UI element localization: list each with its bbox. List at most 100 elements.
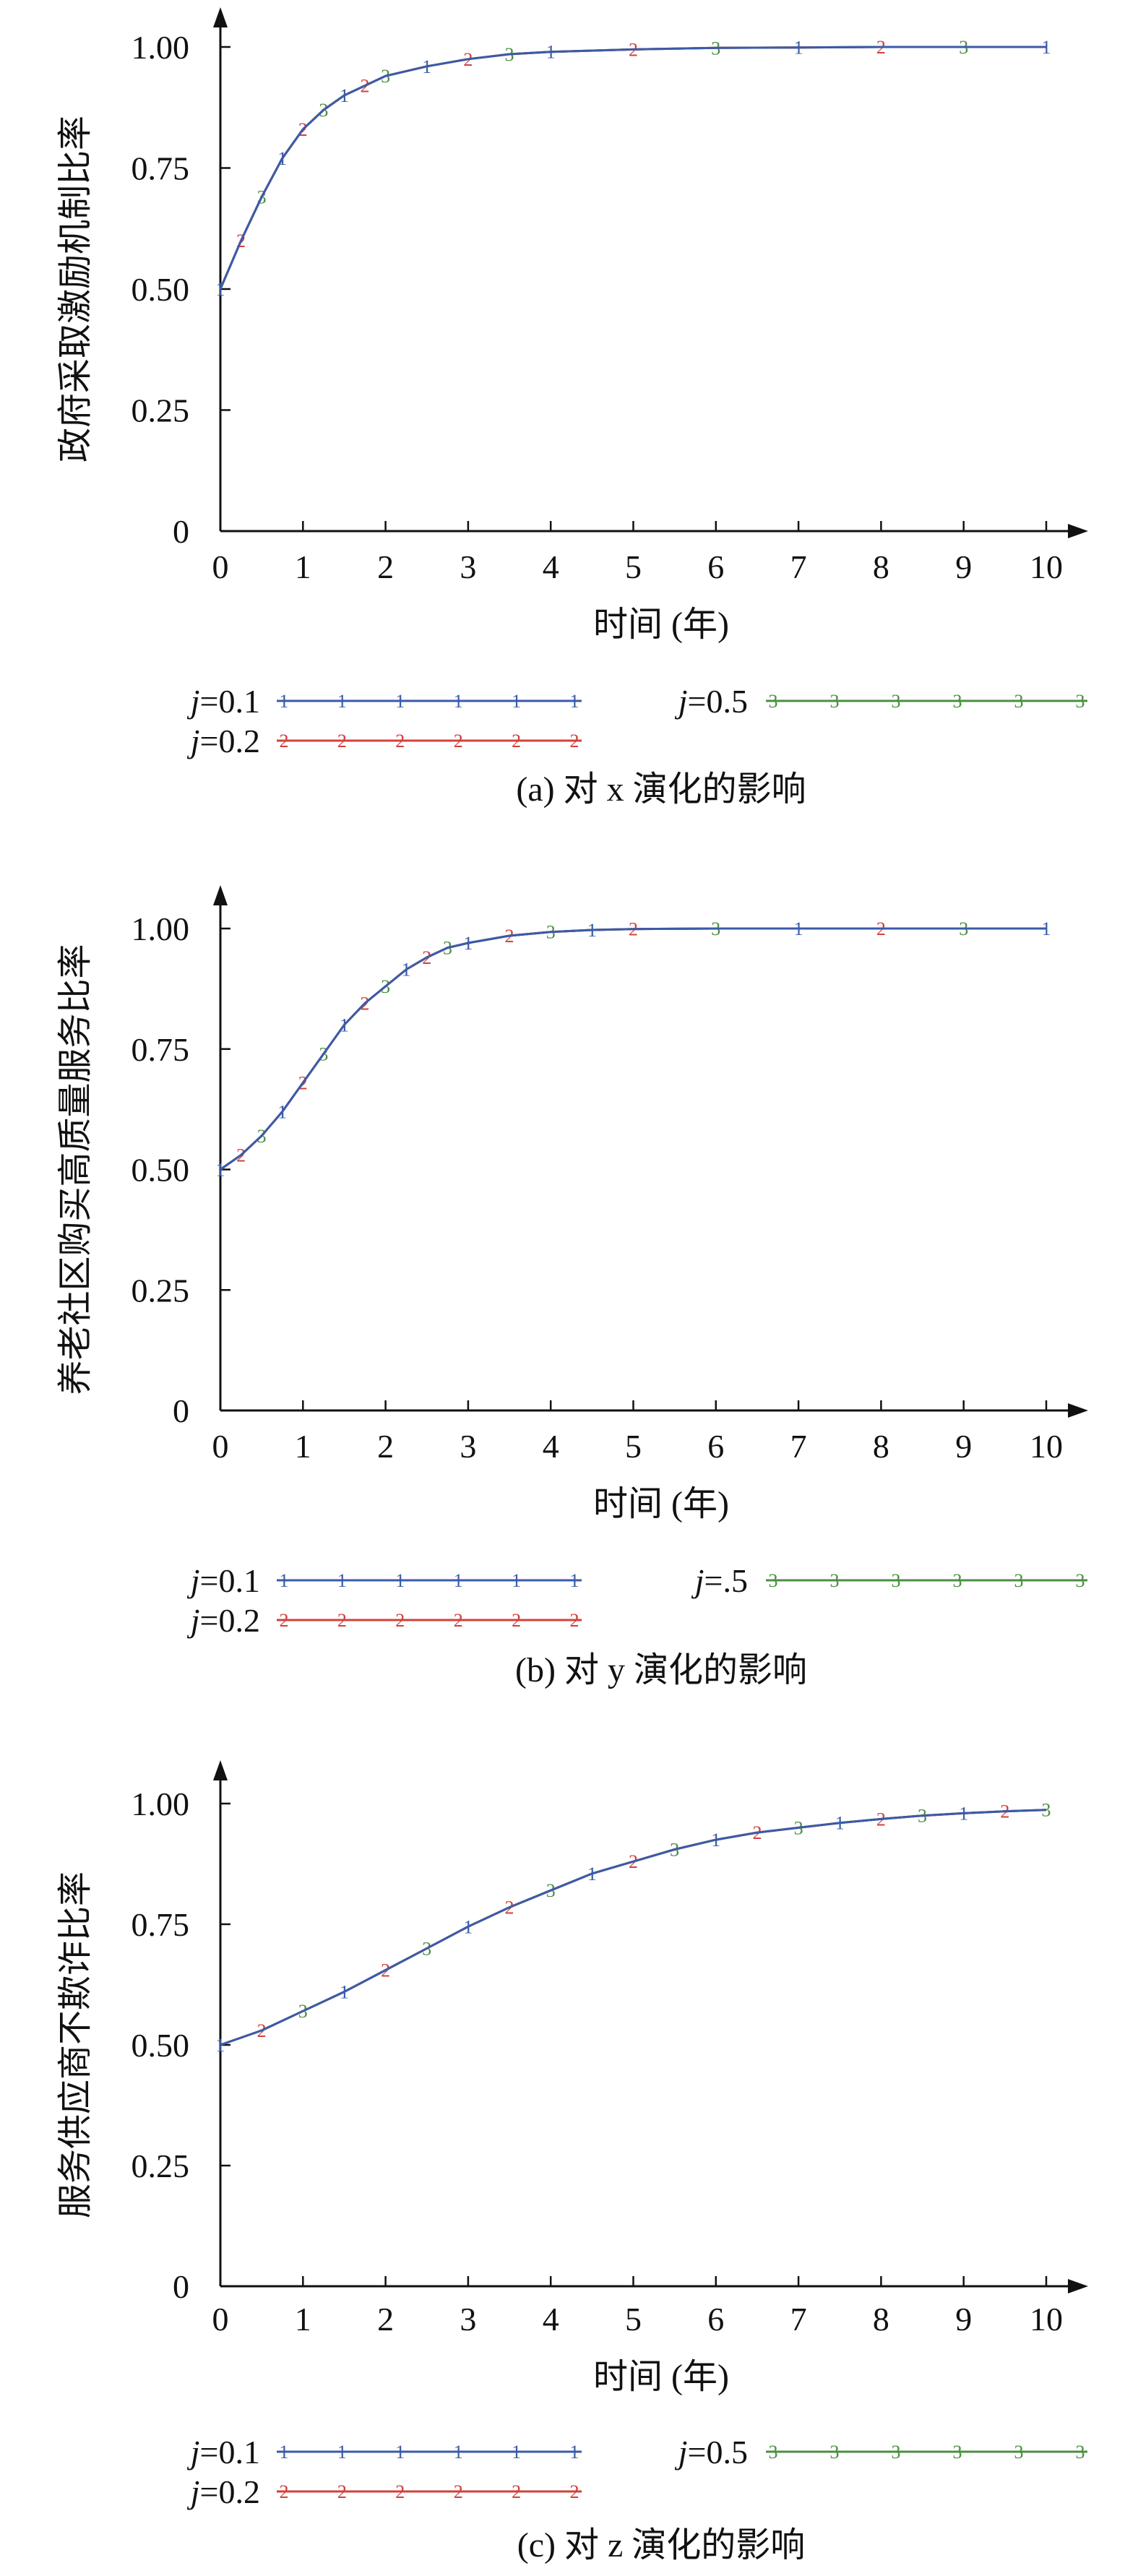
- x-tick-label: 6: [707, 1428, 724, 1465]
- panel-caption: (a) 对 x 演化的影响: [516, 770, 806, 809]
- legend-marker: 2: [512, 1610, 521, 1631]
- series-line-3: [219, 46, 1046, 290]
- legend-marker: 1: [570, 1570, 579, 1591]
- series-1-point: 1: [463, 1916, 473, 1937]
- legend-marker: 1: [512, 1570, 521, 1591]
- x-tick-label: 5: [625, 548, 642, 585]
- legend-marker: 1: [337, 1570, 347, 1591]
- legend-marker: 3: [830, 2442, 840, 2463]
- y-tick-label: 1.00: [132, 910, 190, 947]
- series-line-1: [219, 46, 1046, 290]
- x-axis-title: 时间 (年): [593, 606, 729, 644]
- y-tick-label: 0.25: [132, 392, 190, 429]
- x-tick-label: 1: [295, 548, 311, 585]
- legend-marker: 1: [280, 691, 289, 712]
- y-axis-arrow: [213, 7, 228, 27]
- legend-label-1: j=0.1: [187, 683, 260, 720]
- y-tick-label: 0.50: [132, 2027, 190, 2064]
- legend-marker: 1: [280, 1570, 289, 1591]
- y-tick-label: 0: [173, 513, 189, 550]
- x-tick-label: 0: [212, 2301, 229, 2338]
- legend-marker: 3: [1014, 1570, 1024, 1591]
- legend-marker: 3: [769, 691, 778, 712]
- x-tick-label: 8: [873, 1428, 889, 1465]
- y-tick-label: 0.50: [132, 271, 190, 308]
- legend-marker: 2: [454, 731, 463, 751]
- legend: j=0.1 1 1 1 1 1 1 j=.5 3 3 3 3 3 3 j=0.2 2 2 2 2 2 2: [187, 1562, 1087, 1639]
- series-1-point: 1: [1042, 37, 1051, 58]
- x-tick-label: 8: [873, 2301, 889, 2338]
- legend-label-3: j=.5: [691, 1562, 748, 1599]
- x-tick-label: 2: [377, 2301, 394, 2338]
- series-1-point: 1: [340, 1015, 349, 1035]
- x-tick-label: 7: [790, 1428, 807, 1465]
- legend-marker: 3: [892, 691, 901, 712]
- series-1-point: 1: [216, 279, 225, 300]
- legend-marker: 3: [1014, 2442, 1024, 2463]
- legend-marker: 3: [1014, 691, 1024, 712]
- y-tick-label: 0.25: [132, 2148, 190, 2184]
- x-tick-label: 4: [543, 548, 559, 585]
- x-tick-label: 1: [295, 2301, 311, 2338]
- x-axis-title: 时间 (年): [593, 1485, 729, 1523]
- y-axis-title: 养老社区购买高质量服务比率: [56, 944, 95, 1395]
- x-tick-label: 4: [543, 2301, 559, 2338]
- x-tick-label: 4: [543, 1428, 559, 1465]
- x-tick-label: 10: [1030, 2301, 1063, 2338]
- series-line-3: [220, 1809, 1047, 2046]
- legend-marker: 1: [395, 691, 405, 712]
- legend-marker: 1: [395, 2442, 405, 2463]
- x-axis-arrow: [1068, 1403, 1088, 1418]
- x-tick-label: 1: [295, 1428, 311, 1465]
- legend-marker: 3: [769, 1570, 778, 1591]
- legend-label-2: j=0.2: [187, 723, 260, 759]
- x-tick-label: 6: [707, 2301, 724, 2338]
- series-1-point: 1: [711, 1830, 720, 1851]
- y-tick-label: 1.00: [132, 29, 190, 66]
- legend-label-2: j=0.2: [187, 1602, 260, 1639]
- x-tick-label: 5: [625, 2301, 642, 2338]
- y-tick-label: 0.75: [132, 1906, 190, 1943]
- legend: j=0.1 1 1 1 1 1 1 j=0.5 3 3 3 3 3 3 j=0.2 2 2 2 2 2 2: [187, 683, 1087, 759]
- series-line-3: [220, 927, 1046, 1171]
- legend: j=0.1 1 1 1 1 1 1 j=0.5 3 3 3 3 3 3 j=0.2 2 2 2 2 2 2: [187, 2434, 1087, 2510]
- legend-marker: 3: [1076, 691, 1085, 712]
- legend-marker: 2: [512, 731, 521, 751]
- x-tick-label: 10: [1030, 548, 1063, 585]
- chart-panel-3: 0 1 2 3 4 5 6 7 8 9 10 0 0.25 0.50 0.75 1.00 时间 (年) 服务供应商…: [56, 1760, 1088, 2564]
- legend-label-1: j=0.1: [187, 1562, 260, 1599]
- series-line-1: [220, 1809, 1047, 2046]
- legend-marker: 2: [337, 1610, 347, 1631]
- y-axis-arrow: [213, 1760, 228, 1780]
- legend-marker: 3: [830, 691, 840, 712]
- x-tick-label: 5: [625, 1428, 642, 1465]
- legend-marker: 3: [953, 1570, 962, 1591]
- series-1-point: 1: [587, 1864, 597, 1884]
- x-tick-label: 10: [1030, 1428, 1063, 1465]
- legend-label-3: j=0.5: [675, 683, 748, 720]
- legend-marker: 2: [570, 2481, 579, 2502]
- series-1-point: 1: [546, 42, 556, 63]
- series-1-point: 1: [794, 918, 803, 939]
- legend-marker: 2: [337, 731, 347, 751]
- legend-marker: 3: [1076, 1570, 1085, 1591]
- y-tick-label: 0.75: [132, 150, 190, 187]
- x-tick-label: 7: [790, 2301, 807, 2338]
- x-tick-label: 6: [707, 548, 724, 585]
- legend-marker: 3: [892, 2442, 901, 2463]
- series-1-point: 1: [587, 920, 597, 941]
- legend-marker: 3: [953, 691, 962, 712]
- legend-marker: 2: [512, 2481, 521, 2502]
- legend-marker: 2: [454, 2481, 463, 2502]
- series-1-point: 1: [340, 1982, 349, 2003]
- x-tick-label: 7: [790, 548, 807, 585]
- chart-panel-1: 0 1 2 3 4 5 6 7 8 9 10 0 0.25 0.50 0.75 1.00 时间 (年) 政府采取激…: [56, 7, 1088, 809]
- legend-marker: 2: [454, 1610, 463, 1631]
- y-tick-label: 1.00: [132, 1785, 190, 1822]
- y-axis-title: 政府采取激励机制比率: [56, 116, 95, 462]
- legend-label-3: j=0.5: [675, 2434, 748, 2471]
- x-axis-arrow: [1068, 2279, 1088, 2293]
- series-1-point: 1: [959, 1803, 968, 1824]
- y-tick-label: 0: [173, 1392, 189, 1429]
